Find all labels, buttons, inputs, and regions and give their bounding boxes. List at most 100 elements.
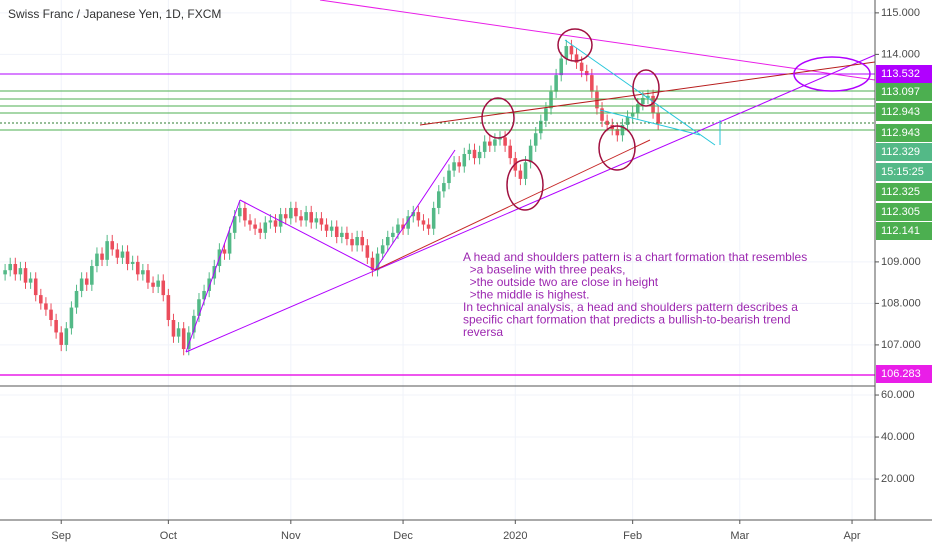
candle-body bbox=[457, 162, 461, 167]
candle-body bbox=[39, 295, 43, 304]
candle-body bbox=[130, 261, 135, 264]
price-badge-label: 106.283 bbox=[881, 368, 921, 380]
candle-body bbox=[523, 162, 528, 179]
candle-body bbox=[452, 162, 456, 171]
ellipse bbox=[598, 125, 636, 171]
price-badge bbox=[876, 203, 932, 221]
price-badge-label: 113.097 bbox=[881, 86, 920, 98]
candle-body bbox=[426, 224, 431, 229]
candle-body bbox=[528, 145, 533, 163]
candle-body bbox=[238, 207, 242, 217]
candle-body bbox=[549, 91, 553, 109]
candle-body bbox=[518, 170, 523, 179]
candle-body bbox=[350, 239, 354, 246]
x-tick-label: Oct bbox=[160, 530, 177, 542]
candle-body bbox=[324, 224, 329, 231]
candle-body bbox=[365, 245, 370, 258]
candle-body bbox=[197, 299, 201, 316]
candle-body bbox=[539, 120, 543, 134]
candle-body bbox=[345, 232, 349, 240]
y-tick-label: 60.000 bbox=[881, 389, 915, 401]
candle-body bbox=[3, 270, 7, 275]
candle-body bbox=[319, 218, 324, 225]
trend-line bbox=[419, 61, 876, 126]
trend-line bbox=[319, 0, 876, 81]
trend-line bbox=[185, 54, 876, 353]
candle-body bbox=[544, 108, 548, 121]
candle-body bbox=[559, 58, 564, 76]
price-badge bbox=[876, 103, 932, 121]
candle-body bbox=[482, 141, 487, 152]
y-tick-label: 107.000 bbox=[881, 339, 921, 351]
candle-body bbox=[396, 224, 400, 233]
candle-body bbox=[503, 137, 507, 146]
ellipse bbox=[793, 56, 871, 92]
candle-body bbox=[635, 104, 640, 113]
price-badge-label: 113.532 bbox=[881, 68, 920, 80]
price-badge-label: 112.305 bbox=[881, 206, 920, 218]
ellipse bbox=[506, 159, 544, 211]
candle-body bbox=[13, 263, 18, 275]
candle-body bbox=[533, 133, 538, 146]
candle-body bbox=[630, 112, 635, 117]
candle-body bbox=[370, 257, 375, 271]
axes: 115.000 114.000 109.000 108.000 107.000 60.00… bbox=[51, 7, 932, 542]
candle-body bbox=[166, 295, 171, 321]
drawings: A head and shoulders pattern is a chart … bbox=[0, 0, 876, 376]
candle-body bbox=[462, 153, 467, 167]
candle-body bbox=[44, 303, 48, 310]
annotation-text: specific chart formation that predicts a… bbox=[463, 313, 791, 327]
candle-body bbox=[125, 251, 130, 264]
candle-body bbox=[646, 95, 650, 98]
candle-body bbox=[600, 108, 604, 121]
candle-body bbox=[222, 249, 227, 254]
price-badge-label: 15:15:25 bbox=[881, 166, 924, 178]
y-tick-label: 114.000 bbox=[881, 48, 920, 60]
candle-body bbox=[181, 328, 186, 350]
candle-body bbox=[431, 207, 436, 229]
candle-body bbox=[28, 278, 33, 283]
candle-body bbox=[477, 151, 482, 159]
candle-body bbox=[421, 220, 426, 225]
candle-body bbox=[232, 216, 237, 233]
candle-body bbox=[309, 212, 314, 223]
price-badge bbox=[876, 143, 932, 161]
candle-body bbox=[304, 212, 308, 221]
candle-body bbox=[248, 220, 252, 225]
candle-body bbox=[488, 141, 492, 146]
candle-body bbox=[207, 278, 211, 291]
candle-body bbox=[243, 207, 247, 221]
candle-body bbox=[278, 214, 283, 227]
ellipse bbox=[632, 69, 660, 107]
y-tick-label: 109.000 bbox=[881, 256, 921, 268]
candle-body bbox=[74, 290, 79, 308]
trend-line bbox=[374, 139, 651, 271]
candle-body bbox=[605, 120, 609, 125]
candle-body bbox=[59, 332, 64, 345]
chart-title: Swiss Franc / Japanese Yen, 1D, FXCM bbox=[8, 7, 221, 21]
candle-body bbox=[289, 207, 293, 219]
candle-body bbox=[472, 149, 477, 159]
candle-body bbox=[385, 236, 390, 246]
trend-line bbox=[185, 199, 241, 353]
candle-body bbox=[84, 278, 89, 285]
y-tick-label: 40.000 bbox=[881, 431, 915, 443]
annotation-text: A head and shoulders pattern is a chart … bbox=[463, 250, 807, 264]
x-tick-label: Feb bbox=[623, 530, 642, 542]
price-badge-label: 112.141 bbox=[881, 225, 920, 237]
price-badge bbox=[876, 163, 932, 181]
candle-body bbox=[23, 268, 28, 283]
x-tick-label: Mar bbox=[730, 530, 749, 542]
candle-body bbox=[64, 328, 69, 345]
price-badge-label: 112.943 bbox=[881, 127, 920, 139]
price-badge bbox=[876, 65, 932, 83]
candle-body bbox=[355, 236, 359, 246]
candles bbox=[3, 39, 660, 356]
candle-body bbox=[590, 75, 594, 92]
candle-body bbox=[110, 241, 115, 250]
candle-body bbox=[263, 222, 268, 233]
price-badge bbox=[876, 365, 932, 383]
candle-body bbox=[416, 212, 421, 221]
annotation-text: >the middle is highest. bbox=[463, 288, 589, 302]
